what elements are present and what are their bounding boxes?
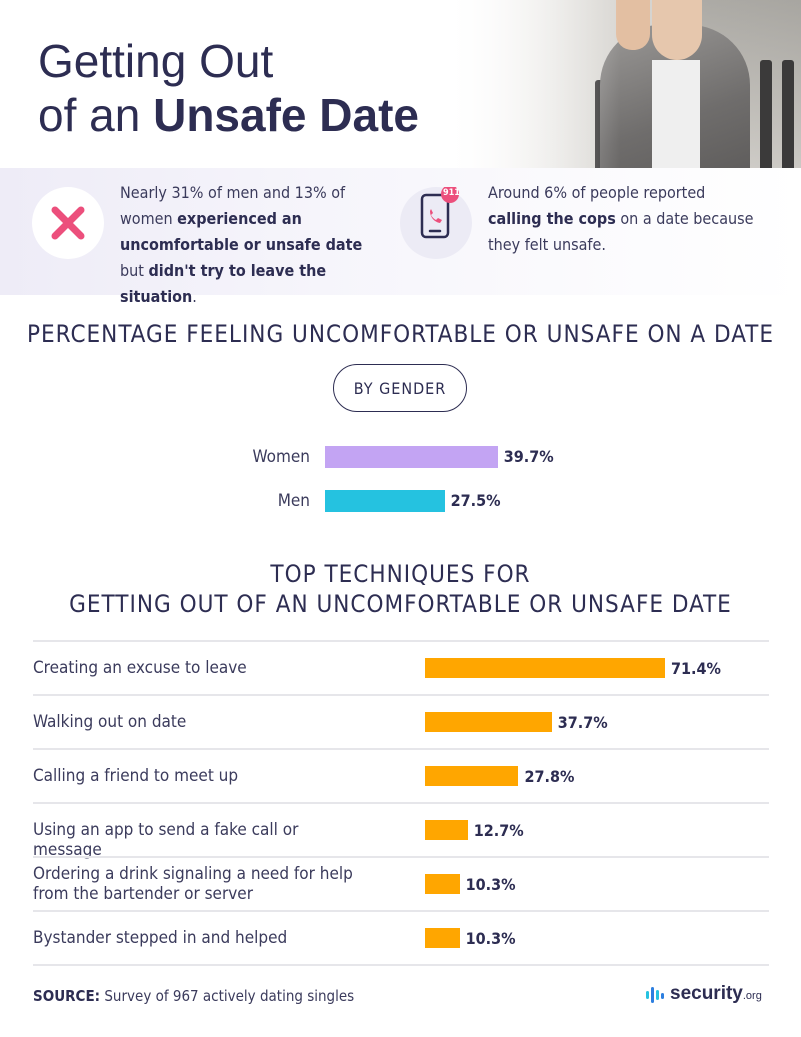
source-label: SOURCE: [33, 987, 101, 1005]
row-divider [33, 910, 769, 912]
row-divider [33, 964, 769, 966]
security-org-logo: security.org [645, 983, 762, 1005]
logo-bars-icon [646, 987, 664, 1003]
brand-name: security [670, 983, 743, 1004]
source-text: Survey of 967 actively dating singles [104, 987, 355, 1005]
brand-suffix: .org [742, 990, 762, 1002]
hero-photo [430, 0, 801, 190]
technique-label: Creating an excuse to leave [33, 658, 247, 678]
stat-run: didn't try to leave the situation [120, 261, 327, 306]
technique-value-label: 10.3% [465, 875, 516, 894]
page-title: Getting Out of an Unsafe Date [38, 34, 419, 142]
source-note: SOURCE: Survey of 967 actively dating si… [33, 987, 354, 1005]
stat-run: but [120, 261, 149, 280]
stat-run: Nearly 31% of men and 13% of women [120, 183, 346, 228]
gender-bar [325, 490, 445, 512]
stat-run: Around 6% of people reported [488, 183, 706, 202]
x-mark-icon [32, 187, 104, 259]
technique-bar [425, 766, 519, 786]
technique-value-label: 37.7% [557, 713, 608, 732]
techniques-bar-chart: Creating an excuse to leave 71.4% Walking … [0, 640, 801, 970]
technique-value-label: 12.7% [473, 821, 524, 840]
technique-bar [425, 712, 552, 732]
technique-label: Ordering a drink signaling a need for he… [33, 864, 353, 904]
technique-label: Bystander stepped in and helped [33, 928, 288, 948]
gender-bar [325, 446, 498, 468]
row-divider [33, 802, 769, 804]
title-line-1: Getting Out [38, 35, 274, 87]
technique-bar [425, 928, 460, 948]
stat-text-2: Around 6% of people reported calling the… [488, 180, 758, 258]
technique-bar [425, 874, 460, 894]
badge-911: 911 [443, 188, 460, 198]
row-divider [33, 856, 769, 858]
stat-run: experienced an uncomfortable or unsafe d… [120, 209, 363, 254]
technique-value-label: 10.3% [465, 929, 516, 948]
logo-text: security.org [670, 983, 762, 1005]
stat-text-1: Nearly 31% of men and 13% of women exper… [120, 180, 380, 310]
row-divider [33, 694, 769, 696]
gender-label: Men [277, 491, 310, 511]
stat-run: calling the cops [488, 209, 616, 228]
row-divider [33, 640, 769, 642]
title-bold: Unsafe Date [153, 89, 419, 141]
technique-value-label: 27.8% [524, 767, 575, 786]
technique-label: Calling a friend to meet up [33, 766, 239, 786]
stat-run: . [192, 287, 197, 306]
technique-label: Walking out on date [33, 712, 187, 732]
row-divider [33, 748, 769, 750]
phone-911-icon: 911 [400, 185, 472, 259]
chart1-title: PERCENTAGE FEELING UNCOMFORTABLE OR UNSA… [26, 320, 774, 348]
gender-bar-chart: Women 39.7% Men 27.5% [0, 440, 801, 520]
technique-bar [425, 820, 468, 840]
title-line-2: of an Unsafe Date [38, 88, 419, 142]
chart2-title: TOP TECHNIQUES FOR GETTING OUT OF AN UNC… [69, 560, 732, 618]
gender-value-label: 27.5% [450, 491, 501, 510]
technique-value-label: 71.4% [671, 659, 721, 678]
gender-label: Women [252, 447, 311, 467]
stat-run: on a date because they felt unsafe. [488, 209, 754, 254]
gender-value-label: 39.7% [503, 447, 554, 466]
technique-label: Using an app to send a fake call or mess… [33, 820, 299, 860]
title-prefix: of an [38, 89, 154, 141]
by-gender-pill: BY GENDER [333, 364, 467, 412]
technique-bar [425, 658, 665, 678]
